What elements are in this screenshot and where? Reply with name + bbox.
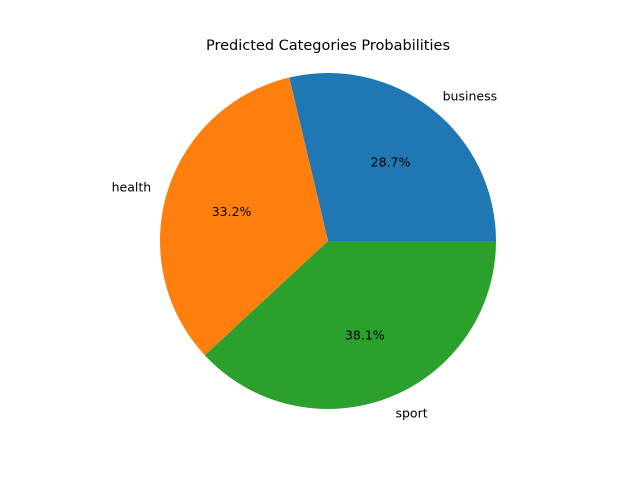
slice-label-health: health (112, 180, 152, 195)
pie-labels: business 28.7% health 33.2% sport 38.1% (112, 89, 498, 421)
slice-percent-health: 33.2% (212, 204, 252, 219)
pie-slice-health (159, 77, 328, 356)
pie-slice-business (289, 72, 496, 242)
slice-label-business: business (443, 89, 497, 104)
pie-slice-sport (204, 241, 496, 410)
chart-title: Predicted Categories Probabilities (206, 38, 450, 54)
slice-percent-sport: 38.1% (345, 327, 385, 342)
slice-percent-business: 28.7% (371, 154, 411, 169)
slice-label-sport: sport (395, 406, 427, 421)
pie-slices (159, 72, 496, 410)
